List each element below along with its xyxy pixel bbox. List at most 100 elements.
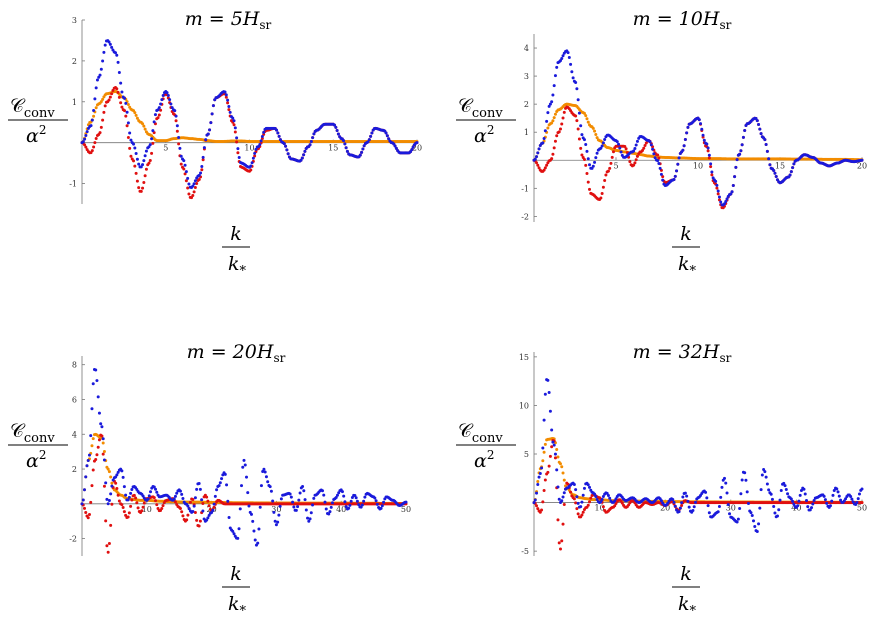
data-point [83,143,87,147]
data-point [296,505,300,509]
data-point [552,443,556,447]
data-point [613,504,617,508]
data-point [157,113,161,117]
chart-title: m = 5Hsr [185,8,272,32]
chart-title: m = 20Hsr [187,341,286,365]
data-point [114,481,118,485]
data-point [719,495,723,499]
data-point [586,503,590,507]
data-point [570,70,574,74]
data-point [617,142,621,146]
data-point [92,145,96,149]
data-point [107,470,111,474]
data-point [752,519,756,523]
data-point [714,179,718,183]
data-point [560,122,564,126]
data-point [160,507,164,511]
y-axis-label-denominator: α2 [26,448,46,472]
data-point [178,507,182,511]
y-axis-label-exponent: 2 [487,123,495,137]
data-point [744,478,748,482]
data-point [586,120,590,124]
y-axis-label-subscript: conv [472,106,503,121]
data-point [620,501,624,505]
data-point [572,497,576,501]
data-point [159,102,163,106]
data-point [90,118,94,122]
data-point [676,162,680,166]
data-point [302,489,306,493]
data-point [825,501,829,505]
data-point [201,502,205,506]
data-point [633,161,637,165]
data-point [198,519,202,523]
data-point [175,491,179,495]
data-point [235,140,239,144]
data-point [555,448,559,452]
data-point [151,141,155,145]
data-point [249,164,253,168]
data-point [836,490,840,494]
data-point [791,499,795,503]
data-point [634,158,638,162]
data-point [251,156,255,160]
data-point [127,495,131,499]
data-point [96,395,100,399]
data-point [323,500,327,504]
data-point [860,501,864,505]
data-point [366,140,370,144]
data-point [743,471,747,475]
x-axis-label-denominator: k* [678,593,697,619]
data-point [576,512,580,516]
data-point [789,497,793,501]
data-point [633,147,637,151]
data-point [259,484,263,488]
data-point [133,164,137,168]
data-point [344,146,348,150]
data-point [772,504,776,508]
data-point [546,470,550,474]
data-point [548,409,552,413]
data-point [671,497,675,501]
data-point [733,175,737,179]
data-point [302,153,306,157]
data-point [206,499,210,503]
data-point [81,140,85,144]
data-point [264,475,268,479]
data-point [582,138,586,142]
data-point [184,170,188,174]
data-point [212,502,216,506]
data-point [738,152,742,156]
data-point [85,130,89,134]
chart-title-main: m = 5 [185,8,243,30]
data-point [279,497,283,501]
data-point [536,163,540,167]
data-point [335,493,339,497]
data-point [380,504,384,508]
data-point [345,149,349,153]
x-tick-label: 20 [660,504,670,513]
data-point [404,500,408,504]
data-point [681,148,685,152]
data-point [232,119,236,123]
data-point [410,148,414,152]
data-point [207,504,211,508]
data-point [759,488,763,492]
data-point [804,499,808,503]
data-point [697,118,701,122]
data-point [101,437,105,441]
data-point [177,135,181,139]
data-point [303,498,307,502]
data-point [555,134,559,138]
data-point [835,487,839,491]
y-axis-label-numerator: 𝒞conv [10,95,55,121]
data-point [553,456,557,460]
data-point [102,458,106,462]
series-blue [532,378,864,533]
y-axis-label-alpha: α [26,450,39,472]
data-point [182,167,186,171]
y-axis-label-numerator: 𝒞conv [458,95,503,121]
data-point [546,111,550,115]
